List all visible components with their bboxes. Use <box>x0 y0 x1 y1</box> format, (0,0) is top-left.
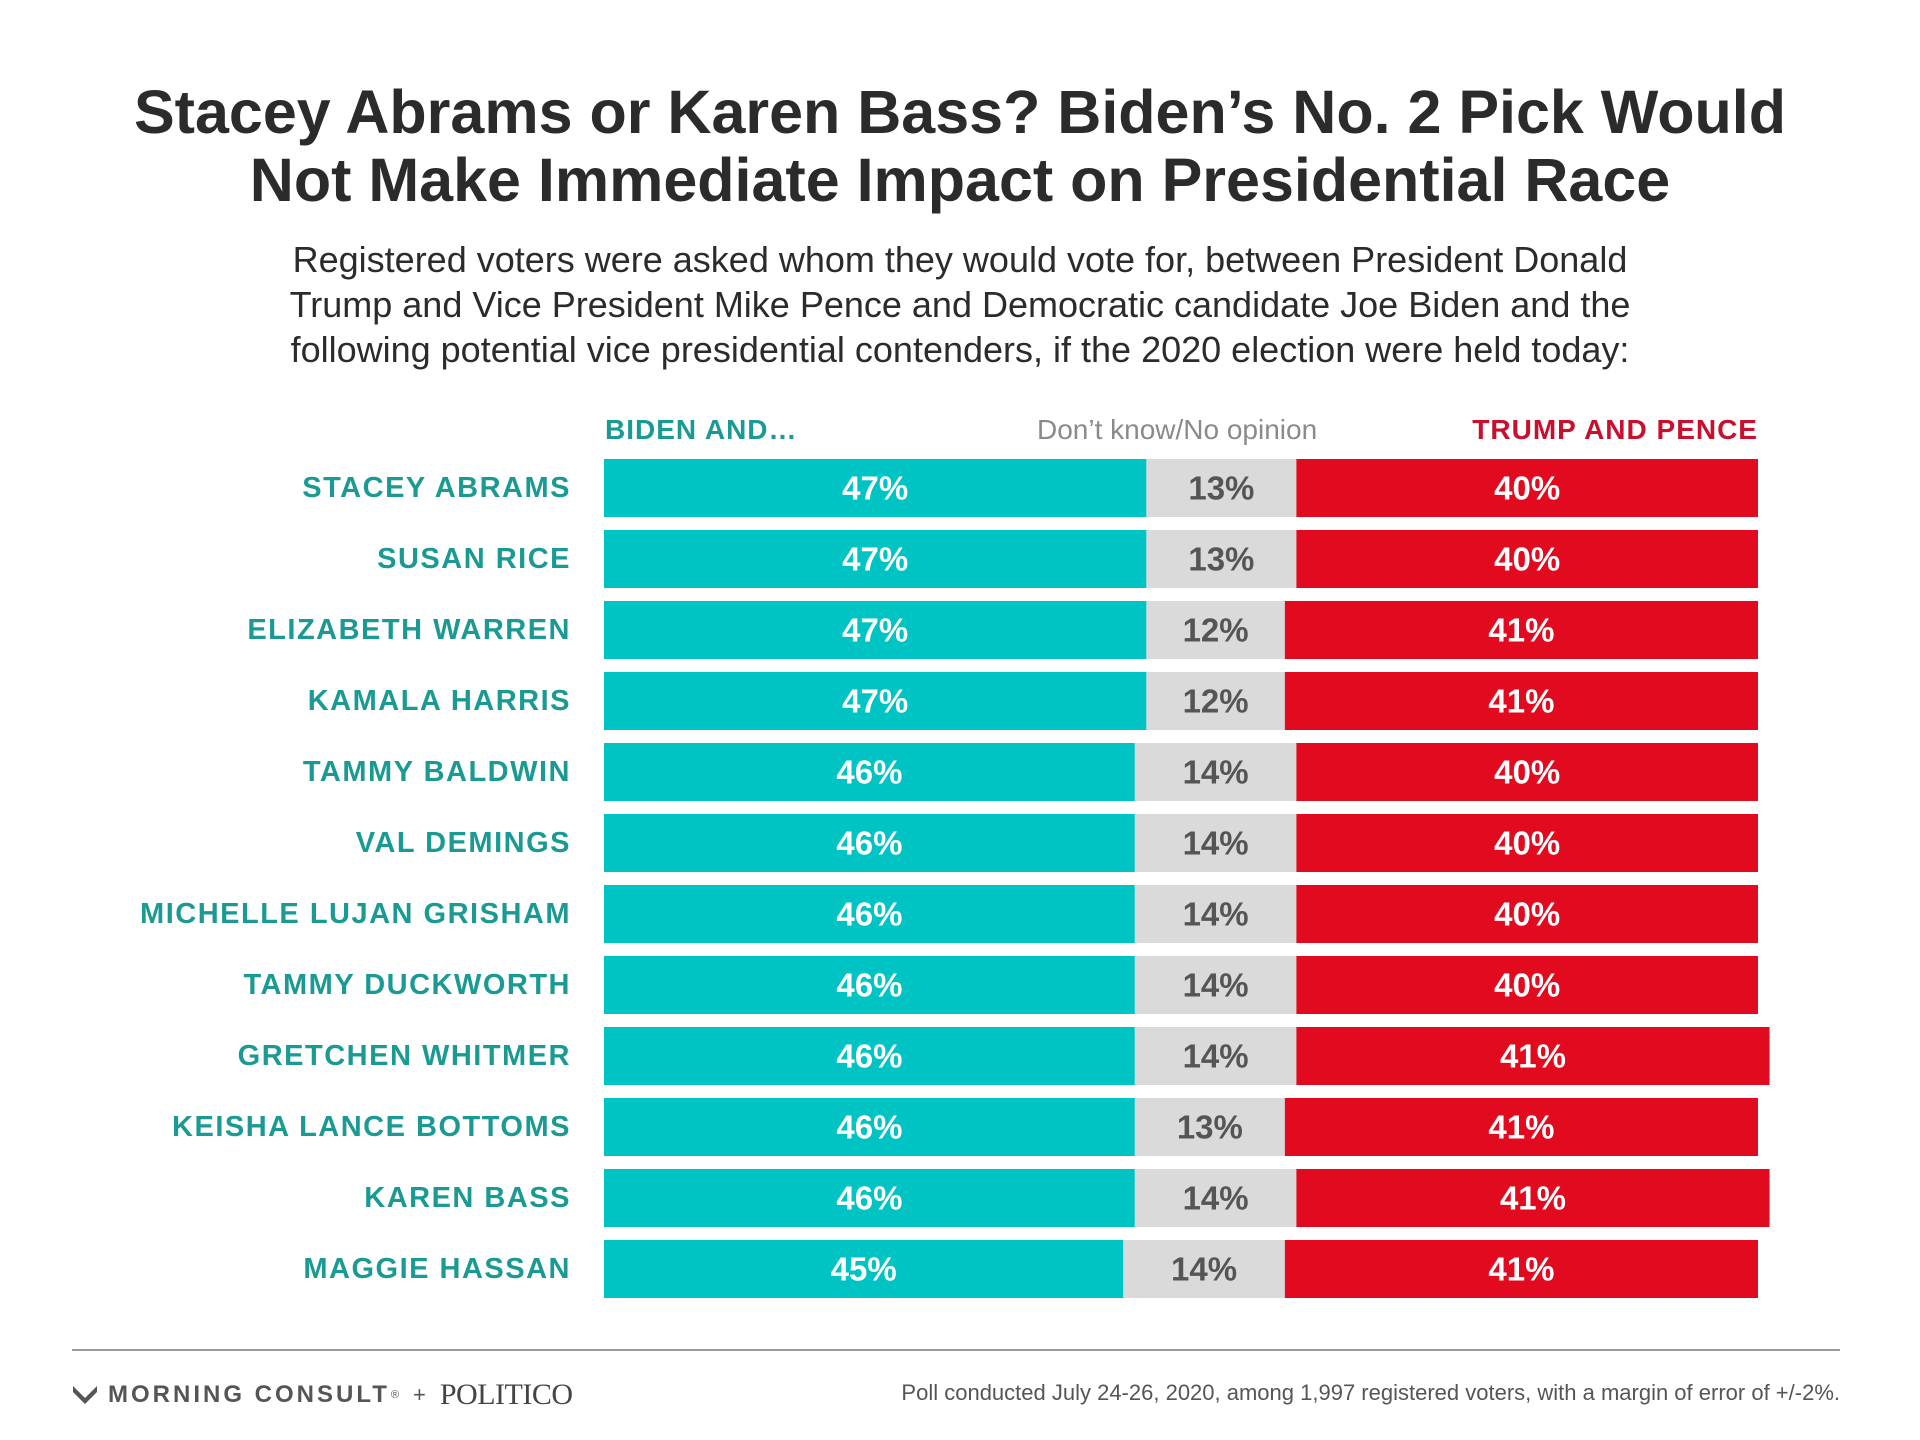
category-label: TAMMY DUCKWORTH <box>244 969 572 1001</box>
category-label: ELIZABETH WARREN <box>247 614 571 646</box>
data-label: 46% <box>836 825 902 862</box>
category-label: KEISHA LANCE BOTTOMS <box>172 1111 571 1143</box>
category-label: VAL DEMINGS <box>356 827 571 859</box>
data-label: 47% <box>842 612 908 649</box>
bar-segment-trump <box>1296 1027 1770 1085</box>
bar-segment-biden <box>604 459 1147 517</box>
legend-dont-know: Don’t know/No opinion <box>1037 414 1318 445</box>
data-label: 13% <box>1188 470 1254 507</box>
bar-segment-trump <box>1296 814 1758 872</box>
bar-segment-biden <box>604 530 1147 588</box>
category-label: KAREN BASS <box>364 1182 571 1214</box>
category-label: MICHELLE LUJAN GRISHAM <box>140 898 571 930</box>
data-label: 14% <box>1183 1180 1249 1217</box>
bar-segment-dont-know <box>1134 956 1297 1014</box>
data-label: 13% <box>1188 541 1254 578</box>
data-label: 41% <box>1488 1251 1554 1288</box>
data-label: 47% <box>842 470 908 507</box>
footer-logos: MORNING CONSULT ® + POLITICO <box>72 1377 573 1413</box>
bar-segment-dont-know <box>1134 1169 1297 1227</box>
bar-segment-biden <box>604 672 1147 730</box>
morning-consult-logo-icon <box>73 1386 97 1404</box>
bar-segment-dont-know <box>1123 1240 1285 1298</box>
data-label: 14% <box>1183 825 1249 862</box>
category-label: SUSAN RICE <box>377 543 571 575</box>
data-label: 46% <box>836 754 902 791</box>
bar-segment-trump <box>1284 601 1758 659</box>
data-label: 40% <box>1494 470 1560 507</box>
bar-segment-biden <box>604 1240 1124 1298</box>
data-label: 47% <box>842 541 908 578</box>
bar-segment-trump <box>1284 672 1758 730</box>
footer-divider <box>72 1349 1840 1351</box>
bar-segment-dont-know <box>1146 530 1297 588</box>
data-label: 41% <box>1500 1180 1566 1217</box>
data-label: 12% <box>1183 683 1249 720</box>
data-label: 14% <box>1183 1038 1249 1075</box>
data-label: 41% <box>1500 1038 1566 1075</box>
brand-plus: + <box>412 1382 426 1407</box>
data-label: 46% <box>836 1109 902 1146</box>
data-label: 41% <box>1488 612 1554 649</box>
category-label: KAMALA HARRIS <box>308 685 571 717</box>
bar-segment-biden <box>604 743 1135 801</box>
data-label: 45% <box>831 1251 897 1288</box>
data-label: 40% <box>1494 825 1560 862</box>
legend-biden: BIDEN AND… <box>605 414 798 445</box>
legend-trump-pence: TRUMP AND PENCE <box>1472 414 1758 445</box>
bar-segment-dont-know <box>1134 885 1297 943</box>
data-label: 41% <box>1488 1109 1554 1146</box>
data-label: 40% <box>1494 754 1560 791</box>
data-label: 14% <box>1171 1251 1237 1288</box>
data-label: 46% <box>836 1038 902 1075</box>
politico-brand: POLITICO <box>439 1378 573 1411</box>
bar-segment-biden <box>604 814 1135 872</box>
bar-segment-biden <box>604 1098 1135 1156</box>
data-label: 12% <box>1183 612 1249 649</box>
bar-segment-dont-know <box>1146 459 1297 517</box>
data-label: 13% <box>1177 1109 1243 1146</box>
bar-segment-biden <box>604 1027 1135 1085</box>
bar-segment-biden <box>604 1169 1135 1227</box>
data-label: 47% <box>842 683 908 720</box>
bar-segment-trump <box>1296 530 1758 588</box>
data-label: 40% <box>1494 896 1560 933</box>
morning-consult-brand: MORNING CONSULT <box>108 1381 390 1408</box>
bar-segment-dont-know <box>1134 1098 1285 1156</box>
bar-segment-dont-know <box>1134 814 1297 872</box>
bar-segment-trump <box>1284 1240 1758 1298</box>
bar-segment-trump <box>1296 743 1758 801</box>
trademark-symbol: ® <box>390 1389 399 1401</box>
bar-segment-trump <box>1296 459 1758 517</box>
category-label: STACEY ABRAMS <box>302 472 571 504</box>
chart-subtitle: Registered voters were asked whom they w… <box>289 239 1631 370</box>
bar-segment-trump <box>1296 956 1758 1014</box>
data-label: 14% <box>1183 967 1249 1004</box>
category-label: GRETCHEN WHITMER <box>238 1040 571 1072</box>
bar-segment-dont-know <box>1134 1027 1297 1085</box>
data-label: 14% <box>1183 754 1249 791</box>
data-label: 14% <box>1183 896 1249 933</box>
bar-segment-dont-know <box>1134 743 1297 801</box>
category-label: MAGGIE HASSAN <box>303 1253 571 1285</box>
data-label: 40% <box>1494 541 1560 578</box>
data-label: 46% <box>836 896 902 933</box>
chart-title: Stacey Abrams or Karen Bass? Biden’s No.… <box>133 78 1787 214</box>
bar-segment-biden <box>604 885 1135 943</box>
poll-footnote: Poll conducted July 24-26, 2020, among 1… <box>901 1380 1840 1405</box>
data-label: 41% <box>1488 683 1554 720</box>
data-label: 46% <box>836 1180 902 1217</box>
bar-segment-trump <box>1284 1098 1758 1156</box>
category-label: TAMMY BALDWIN <box>303 756 571 788</box>
data-label: 46% <box>836 967 902 1004</box>
bar-segment-trump <box>1296 885 1758 943</box>
bar-segment-trump <box>1296 1169 1770 1227</box>
bar-segment-dont-know <box>1146 601 1285 659</box>
data-label: 40% <box>1494 967 1560 1004</box>
bar-segment-biden <box>604 601 1147 659</box>
bar-segment-biden <box>604 956 1135 1014</box>
bar-segment-dont-know <box>1146 672 1285 730</box>
